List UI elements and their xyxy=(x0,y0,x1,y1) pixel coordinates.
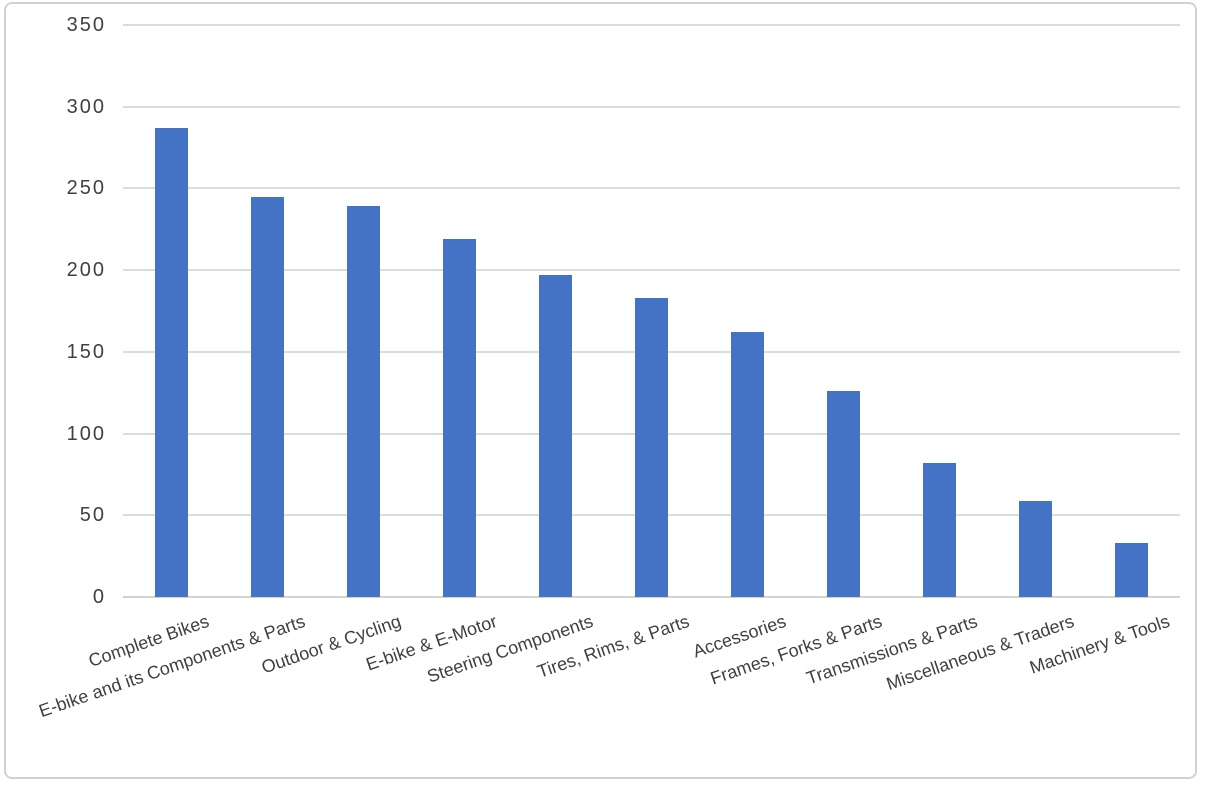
bar xyxy=(731,332,765,597)
bar xyxy=(346,206,380,597)
chart-frame xyxy=(4,2,1197,779)
bar xyxy=(923,462,957,597)
y-tick-label: 100 xyxy=(66,422,106,445)
gridline xyxy=(123,269,1180,272)
bar xyxy=(635,297,668,597)
bar xyxy=(442,239,476,597)
gridline xyxy=(123,187,1180,190)
gridline xyxy=(123,24,1180,26)
gridline xyxy=(123,105,1180,108)
bar xyxy=(1115,543,1149,597)
y-tick-label: 200 xyxy=(66,259,106,282)
y-tick-label: 250 xyxy=(66,177,106,200)
bar xyxy=(827,391,861,597)
bar xyxy=(1019,500,1053,597)
y-tick-label: 50 xyxy=(79,504,106,527)
x-axis-line xyxy=(123,596,1180,598)
y-tick-label: 150 xyxy=(66,340,106,363)
bar xyxy=(538,275,572,597)
bar xyxy=(154,127,188,597)
y-tick-label: 0 xyxy=(92,586,106,608)
y-tick-label: 300 xyxy=(66,95,106,118)
y-tick-label: 350 xyxy=(66,14,106,36)
bar xyxy=(250,196,284,597)
